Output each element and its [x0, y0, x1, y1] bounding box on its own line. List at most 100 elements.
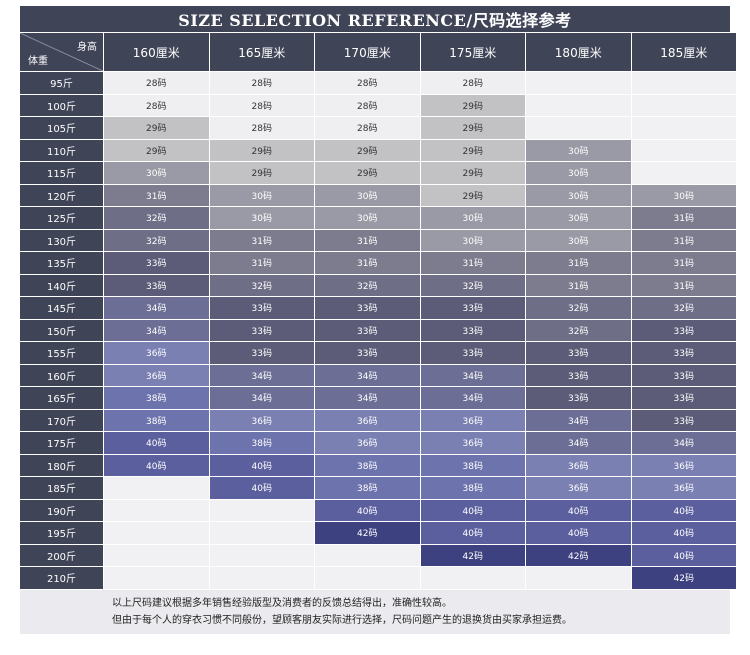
weight-row-header: 125斤 [20, 207, 103, 229]
size-cell: 40码 [209, 477, 314, 499]
size-cell: 38码 [420, 477, 525, 499]
size-cell: 38码 [209, 432, 314, 454]
size-cell: 28码 [209, 72, 314, 94]
size-cell: 28码 [315, 117, 420, 139]
size-cell: 30码 [420, 229, 525, 251]
footnote-line-1: 以上尺码建议根据多年销售经验版型及消费者的反馈总结得出，准确性较高。 [112, 598, 452, 609]
height-column-header: 175厘米 [420, 33, 525, 71]
size-cell: 42码 [526, 544, 631, 566]
size-cell [209, 522, 314, 544]
size-cell: 30码 [209, 184, 314, 206]
height-column-header: 180厘米 [526, 33, 631, 71]
size-cell: 38码 [420, 454, 525, 476]
size-cell: 33码 [315, 297, 420, 319]
size-cell: 32码 [420, 274, 525, 296]
size-cell [104, 477, 209, 499]
size-cell: 31码 [315, 229, 420, 251]
size-cell [315, 544, 420, 566]
weight-row-header: 165斤 [20, 387, 103, 409]
size-cell: 28码 [104, 72, 209, 94]
size-cell: 34码 [315, 364, 420, 386]
size-cell [104, 499, 209, 521]
size-cell: 33码 [420, 342, 525, 364]
size-cell: 29码 [420, 139, 525, 161]
weight-row-header: 175斤 [20, 432, 103, 454]
weight-row-header: 190斤 [20, 499, 103, 521]
size-cell [209, 544, 314, 566]
size-cell: 31码 [526, 252, 631, 274]
size-cell: 40码 [631, 522, 736, 544]
size-cell: 28码 [420, 72, 525, 94]
size-cell: 42码 [631, 567, 736, 589]
weight-row-header: 120斤 [20, 184, 103, 206]
size-cell: 38码 [104, 409, 209, 431]
size-cell: 33码 [104, 274, 209, 296]
size-cell: 31码 [526, 274, 631, 296]
size-cell: 29码 [420, 117, 525, 139]
size-cell: 30码 [526, 139, 631, 161]
size-cell: 33码 [631, 319, 736, 341]
size-cell [631, 162, 736, 184]
size-cell: 33码 [526, 342, 631, 364]
size-cell: 31码 [420, 252, 525, 274]
size-cell: 34码 [526, 432, 631, 454]
size-cell: 31码 [631, 207, 736, 229]
size-cell: 33码 [631, 342, 736, 364]
weight-row-header: 140斤 [20, 274, 103, 296]
size-cell: 34码 [315, 387, 420, 409]
size-cell: 33码 [631, 409, 736, 431]
size-cell: 30码 [420, 207, 525, 229]
size-cell: 36码 [315, 409, 420, 431]
height-column-header: 185厘米 [631, 33, 736, 71]
table-corner-header: 身高 体重 [20, 33, 103, 71]
weight-row-header: 115斤 [20, 162, 103, 184]
weight-row-header: 130斤 [20, 229, 103, 251]
size-cell: 30码 [315, 207, 420, 229]
corner-diagonal [20, 33, 103, 71]
size-cell: 31码 [315, 252, 420, 274]
size-cell: 33码 [209, 342, 314, 364]
size-cell: 36码 [209, 409, 314, 431]
weight-row-header: 195斤 [20, 522, 103, 544]
size-cell [631, 94, 736, 116]
size-cell: 28码 [104, 94, 209, 116]
size-cell: 42码 [420, 544, 525, 566]
footnote: 以上尺码建议根据多年销售经验版型及消费者的反馈总结得出，准确性较高。 但由于每个… [20, 590, 730, 634]
size-cell [104, 522, 209, 544]
size-cell: 34码 [420, 364, 525, 386]
weight-row-header: 180斤 [20, 454, 103, 476]
size-cell: 34码 [526, 409, 631, 431]
size-cell [104, 544, 209, 566]
size-cell [526, 94, 631, 116]
weight-row-header: 155斤 [20, 342, 103, 364]
size-cell: 32码 [526, 297, 631, 319]
size-cell: 28码 [315, 72, 420, 94]
size-cell: 33码 [420, 319, 525, 341]
size-table: 身高 体重 160厘米 165厘米 170厘米 175厘米 180厘米 185厘米 95斤 2… [20, 33, 736, 589]
size-cell: 32码 [526, 319, 631, 341]
size-cell: 36码 [631, 477, 736, 499]
weight-row-header: 170斤 [20, 409, 103, 431]
weight-axis-label: 体重 [28, 56, 48, 67]
size-cell: 31码 [209, 229, 314, 251]
size-cell: 30码 [315, 184, 420, 206]
size-cell: 30码 [526, 207, 631, 229]
size-cell: 38码 [315, 477, 420, 499]
size-cell: 33码 [315, 319, 420, 341]
weight-row-header: 185斤 [20, 477, 103, 499]
weight-row-header: 210斤 [20, 567, 103, 589]
size-cell [526, 567, 631, 589]
size-cell [209, 567, 314, 589]
size-cell: 28码 [209, 94, 314, 116]
size-cell [209, 499, 314, 521]
size-cell: 30码 [526, 229, 631, 251]
footnote-line-2: 但由于每个人的穿衣习惯不同般份，望顾客朋友实际进行选择，尺码问题产生的退换货由买… [112, 615, 572, 626]
size-cell: 40码 [104, 454, 209, 476]
size-cell: 33码 [526, 364, 631, 386]
size-cell: 33码 [631, 387, 736, 409]
size-cell [315, 567, 420, 589]
size-cell: 33码 [631, 364, 736, 386]
weight-row-header: 150斤 [20, 319, 103, 341]
size-cell: 40码 [420, 522, 525, 544]
weight-row-header: 160斤 [20, 364, 103, 386]
